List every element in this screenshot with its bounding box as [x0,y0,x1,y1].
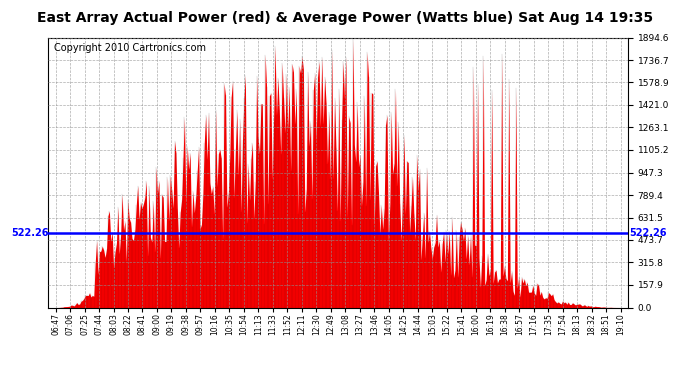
Text: East Array Actual Power (red) & Average Power (Watts blue) Sat Aug 14 19:35: East Array Actual Power (red) & Average … [37,11,653,25]
Text: 522.26: 522.26 [11,228,48,238]
Text: Copyright 2010 Cartronics.com: Copyright 2010 Cartronics.com [54,43,206,53]
Text: 522.26: 522.26 [629,228,667,238]
